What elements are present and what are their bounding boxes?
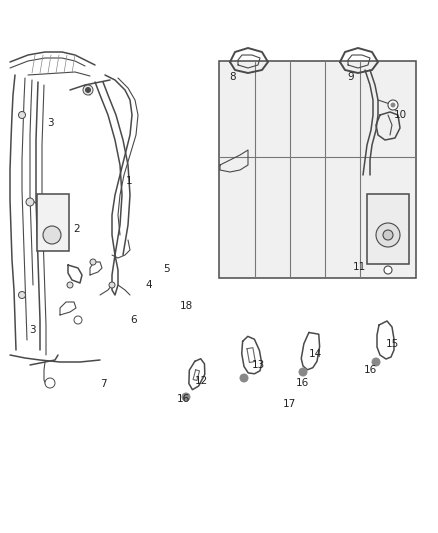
- Text: 18: 18: [180, 302, 193, 311]
- Circle shape: [26, 198, 34, 206]
- Circle shape: [109, 282, 115, 288]
- Circle shape: [383, 230, 393, 240]
- Text: 2: 2: [73, 224, 80, 234]
- Text: 6: 6: [130, 315, 137, 325]
- Text: 8: 8: [229, 72, 236, 82]
- Circle shape: [372, 358, 380, 366]
- Circle shape: [85, 87, 91, 93]
- Text: 16: 16: [177, 394, 190, 403]
- Text: 10: 10: [394, 110, 407, 119]
- Circle shape: [67, 282, 73, 288]
- Text: 13: 13: [252, 360, 265, 370]
- FancyBboxPatch shape: [367, 194, 409, 264]
- Circle shape: [43, 226, 61, 244]
- Circle shape: [388, 100, 398, 110]
- Circle shape: [90, 259, 96, 265]
- Text: 14: 14: [309, 350, 322, 359]
- Text: 3: 3: [29, 326, 36, 335]
- Circle shape: [299, 368, 307, 376]
- Circle shape: [182, 393, 190, 401]
- Circle shape: [45, 378, 55, 388]
- Text: 1: 1: [126, 176, 133, 186]
- Text: 5: 5: [163, 264, 170, 274]
- Text: 15: 15: [385, 339, 399, 349]
- Circle shape: [83, 85, 93, 95]
- Text: 17: 17: [283, 399, 296, 409]
- Circle shape: [391, 103, 395, 107]
- Text: 4: 4: [145, 280, 152, 290]
- Text: 7: 7: [99, 379, 106, 389]
- Text: 9: 9: [347, 72, 354, 82]
- Text: 11: 11: [353, 262, 366, 271]
- FancyBboxPatch shape: [219, 61, 416, 278]
- Circle shape: [18, 111, 25, 118]
- Circle shape: [384, 266, 392, 274]
- Text: 3: 3: [47, 118, 54, 127]
- Circle shape: [376, 223, 400, 247]
- FancyBboxPatch shape: [37, 194, 69, 251]
- Circle shape: [240, 374, 248, 382]
- Circle shape: [74, 316, 82, 324]
- Text: 16: 16: [296, 378, 309, 387]
- Circle shape: [18, 292, 25, 298]
- Text: 12: 12: [195, 376, 208, 386]
- Text: 16: 16: [364, 366, 377, 375]
